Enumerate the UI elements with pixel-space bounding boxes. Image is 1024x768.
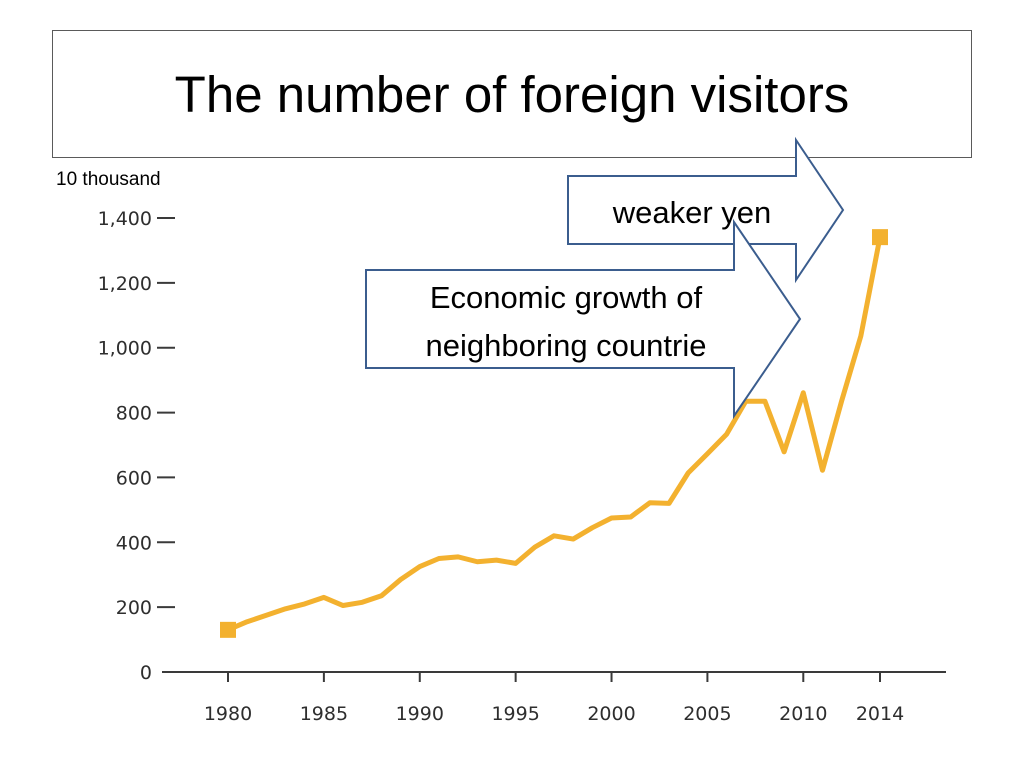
- y-tick-label: 1,000: [98, 338, 152, 360]
- x-tick-label: 1985: [300, 703, 348, 725]
- y-tick-label: 400: [116, 532, 152, 554]
- economic-growth-callout-text: Economic growth of: [430, 280, 703, 315]
- x-tick-label: 2000: [587, 703, 635, 725]
- y-tick-label: 600: [116, 467, 152, 489]
- y-tick-label: 1,200: [98, 273, 152, 295]
- x-tick-label: 2005: [683, 703, 731, 725]
- y-tick-label: 200: [116, 597, 152, 619]
- title-box: The number of foreign visitors: [52, 30, 972, 158]
- economic-growth-callout-text: neighboring countrie: [426, 328, 707, 363]
- y-tick-label: 1,400: [98, 208, 152, 230]
- x-tick-label: 2010: [779, 703, 827, 725]
- start-point-marker: [220, 621, 236, 638]
- y-tick-label: 800: [116, 403, 152, 425]
- x-tick-label: 2014: [856, 703, 904, 725]
- page-title: The number of foreign visitors: [174, 65, 850, 123]
- series-line: [225, 234, 883, 633]
- x-tick-label: 1980: [204, 703, 252, 725]
- weaker-yen-callout: [567, 136, 845, 284]
- x-tick-label: 1995: [491, 703, 539, 725]
- x-tick-label: 1990: [396, 703, 444, 725]
- economic-growth-callout: [365, 218, 802, 420]
- y-axis-unit-label: 10 thousand: [56, 169, 161, 190]
- y-tick-label: 0: [140, 662, 152, 684]
- end-point-marker: [872, 229, 888, 246]
- weaker-yen-callout-text: weaker yen: [612, 195, 772, 230]
